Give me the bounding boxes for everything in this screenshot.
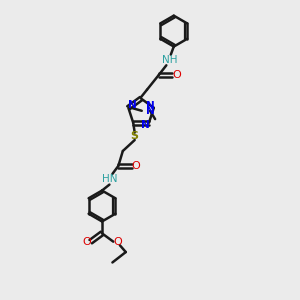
Text: O: O <box>131 161 140 171</box>
Text: O: O <box>172 70 181 80</box>
Text: N: N <box>128 100 136 110</box>
Text: N: N <box>146 101 154 111</box>
Text: N: N <box>141 120 149 130</box>
Text: HN: HN <box>102 174 117 184</box>
Text: N: N <box>146 106 155 116</box>
Text: O: O <box>113 237 122 247</box>
Text: NH: NH <box>162 55 177 65</box>
Text: S: S <box>131 131 139 141</box>
Text: O: O <box>82 237 91 247</box>
